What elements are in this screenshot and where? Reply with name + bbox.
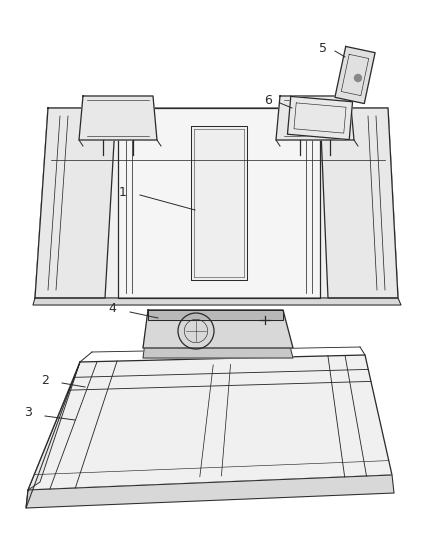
Polygon shape	[79, 96, 157, 140]
Polygon shape	[26, 362, 80, 508]
Polygon shape	[35, 108, 398, 298]
Polygon shape	[320, 108, 398, 298]
Text: 6: 6	[264, 93, 272, 107]
Polygon shape	[143, 310, 293, 348]
Polygon shape	[287, 96, 353, 140]
Polygon shape	[28, 355, 392, 490]
Text: 2: 2	[41, 374, 49, 386]
Polygon shape	[28, 362, 80, 490]
Polygon shape	[276, 96, 354, 140]
Circle shape	[354, 75, 361, 82]
Text: 1: 1	[119, 185, 127, 198]
Polygon shape	[191, 126, 247, 280]
Polygon shape	[335, 46, 375, 103]
Polygon shape	[118, 108, 320, 298]
Polygon shape	[148, 310, 283, 320]
Polygon shape	[26, 475, 394, 508]
Polygon shape	[33, 298, 401, 305]
Text: 3: 3	[24, 407, 32, 419]
Polygon shape	[35, 108, 116, 298]
Text: 4: 4	[108, 302, 116, 314]
Polygon shape	[143, 320, 293, 358]
Text: 5: 5	[319, 42, 327, 54]
